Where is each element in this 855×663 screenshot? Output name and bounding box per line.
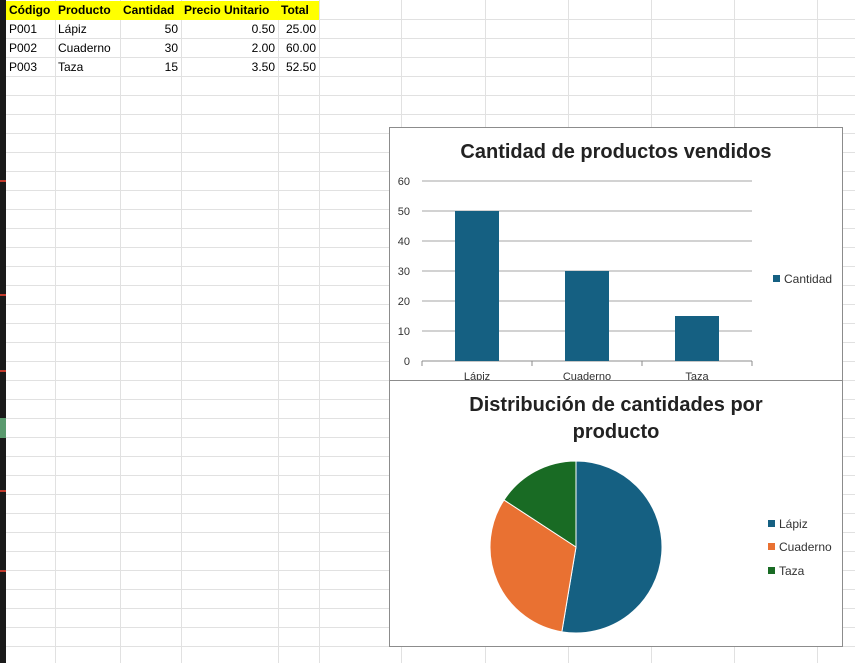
bar-cuaderno [565, 271, 609, 361]
pie-legend-item-taza: Taza [768, 564, 804, 578]
x-tick-label: Lápiz [464, 371, 490, 381]
cell-codigo[interactable]: P002 [9, 41, 38, 55]
cell-producto[interactable]: Cuaderno [58, 41, 111, 55]
header-total[interactable]: Total [278, 1, 319, 20]
pie-title-line-2: producto [572, 421, 660, 443]
legend-swatch [773, 275, 780, 283]
cell-precio[interactable]: 0.50 [251, 22, 275, 36]
column-gridline [55, 0, 56, 663]
legend-swatch [768, 567, 775, 575]
row-gridline [6, 19, 855, 20]
x-tick-label: Taza [685, 371, 709, 381]
cell-producto[interactable]: Taza [58, 60, 84, 74]
y-tick-label: 10 [398, 326, 410, 338]
pie-legend-label: Cuaderno [779, 540, 832, 554]
y-tick-label: 20 [398, 296, 410, 308]
row-marker [0, 294, 6, 296]
cell-total[interactable]: 25.00 [285, 22, 316, 36]
row-marker [0, 370, 6, 372]
header-producto[interactable]: Producto [55, 1, 120, 20]
header-precio-unitario[interactable]: Precio Unitario [181, 1, 278, 20]
cell-total[interactable]: 52.50 [285, 60, 316, 74]
selected-row-indicator [0, 418, 6, 438]
pie-title-line-1: Distribución de cantidades por [469, 394, 763, 416]
pie-legend-item-cuaderno: Cuaderno [768, 540, 832, 554]
bar-chart[interactable]: Cantidad de productos vendidos 0 10 20 30 40… [389, 127, 843, 381]
y-tick-label: 40 [398, 236, 410, 248]
bar-legend-label: Cantidad [784, 272, 833, 286]
pie-slice-lápiz [561, 460, 663, 634]
pie-chart-plot [489, 460, 663, 634]
header-cantidad[interactable]: Cantidad [120, 1, 181, 20]
y-tick-label: 50 [398, 206, 410, 218]
row-gridline [6, 76, 855, 77]
row-marker [0, 490, 6, 492]
cell-precio[interactable]: 3.50 [251, 60, 275, 74]
header-codigo[interactable]: Código [6, 1, 55, 20]
cell-cantidad[interactable]: 30 [164, 41, 178, 55]
row-header-strip [0, 0, 6, 663]
bar-legend-item: Cantidad [773, 272, 832, 286]
cell-cantidad[interactable]: 50 [164, 22, 178, 36]
bar-lápiz [455, 211, 499, 361]
row-gridline [6, 57, 855, 58]
bar-chart-title: Cantidad de productos vendidos [460, 141, 772, 163]
row-gridline [6, 95, 855, 96]
cell-precio[interactable]: 2.00 [251, 41, 275, 55]
pie-legend-item-lapiz: Lápiz [768, 517, 808, 531]
y-tick-label: 30 [398, 266, 410, 278]
x-tick-label: Cuaderno [563, 371, 611, 381]
column-gridline [278, 0, 279, 663]
pie-slice-taza [503, 460, 577, 548]
cell-total[interactable]: 60.00 [285, 41, 316, 55]
pie-chart-title: Distribución de cantidades por producto [390, 392, 842, 446]
row-gridline [6, 38, 855, 39]
bar-chart-plot: 0 10 20 30 40 50 60 Lápiz Cuaderno Taza [398, 176, 753, 381]
pie-chart[interactable]: Distribución de cantidades por producto … [389, 380, 843, 647]
legend-swatch [768, 543, 775, 551]
row-gridline [6, 114, 855, 115]
pie-slice-cuaderno [489, 499, 577, 633]
row-marker [0, 570, 6, 572]
row-marker [0, 180, 6, 182]
column-gridline [181, 0, 182, 663]
legend-swatch [768, 520, 775, 528]
y-tick-label: 60 [398, 176, 410, 188]
bar-taza [675, 316, 719, 361]
pie-legend-label: Lápiz [779, 517, 808, 531]
pie-legend-label: Taza [779, 564, 805, 578]
column-gridline [319, 0, 320, 663]
column-gridline [120, 0, 121, 663]
cell-cantidad[interactable]: 15 [164, 60, 178, 74]
cell-producto[interactable]: Lápiz [58, 22, 87, 36]
y-tick-label: 0 [404, 356, 410, 368]
cell-codigo[interactable]: P003 [9, 60, 38, 74]
cell-codigo[interactable]: P001 [9, 22, 38, 36]
